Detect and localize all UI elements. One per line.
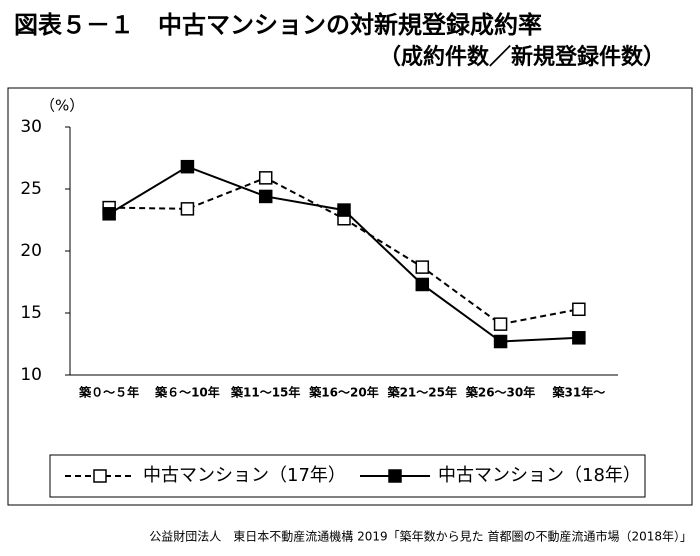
data-point [102, 207, 116, 221]
legend-box [49, 454, 646, 498]
data-point [337, 203, 351, 217]
y-tick-label: 25 [20, 179, 42, 199]
legend-label: 中古マンション（18年） [438, 465, 641, 486]
y-tick-label: 10 [20, 365, 42, 385]
series-line [108, 165, 579, 343]
x-tick-label: 築26～30年 [465, 385, 535, 400]
data-point [258, 189, 273, 204]
series-line [109, 176, 580, 326]
chart-title: 図表５－１ 中古マンションの対新規登録成約率 [14, 11, 542, 39]
x-tick-label: 築０～５年 [78, 385, 139, 400]
y-tick-label: 30 [20, 117, 42, 137]
y-tick-label: 20 [20, 241, 42, 261]
y-axis-label: （%） [40, 97, 84, 115]
data-point [572, 331, 586, 345]
x-tick-label: 築16～20年 [308, 385, 378, 400]
chart-frame [7, 87, 693, 506]
x-tick-label: 築31年～ [552, 385, 606, 400]
source-note: 公益財団法人 東日本不動産流通機構 2019「築年数から見た 首都圏の不動産流通… [149, 529, 692, 544]
legend-marker [93, 469, 107, 483]
data-point [415, 260, 430, 274]
data-point [572, 302, 586, 317]
x-tick-label: 築11～15年 [230, 385, 300, 400]
legend-marker [388, 469, 402, 483]
data-point [493, 317, 508, 331]
data-point [180, 159, 195, 174]
x-tick-label: 築21～25年 [387, 385, 457, 400]
data-point [493, 334, 508, 349]
legend-label: 中古マンション（17年） [143, 465, 346, 486]
chart-subtitle: （成約件数／新規登録件数） [379, 44, 665, 70]
data-point [180, 202, 195, 216]
data-point [258, 171, 273, 185]
x-tick-label: 築６～10年 [154, 385, 220, 400]
y-tick-label: 15 [20, 303, 42, 323]
data-point [415, 277, 430, 292]
